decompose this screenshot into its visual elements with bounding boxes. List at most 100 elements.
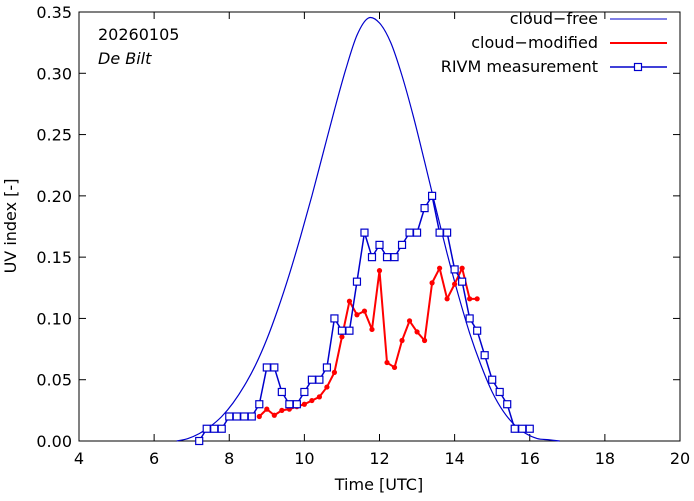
cloud-modified-point (467, 296, 473, 302)
x-tick-label: 18 (595, 449, 615, 468)
cloud-modified-point (406, 318, 413, 324)
cloud-modified-point (384, 359, 390, 366)
rivm-measurement-point (435, 228, 444, 237)
rivm-measurement-point (337, 326, 347, 335)
y-tick-label: 0.20 (36, 187, 72, 206)
station-annotation: De Bilt (98, 49, 152, 68)
cloud-modified-point (264, 406, 270, 412)
rivm-measurement-point (503, 400, 512, 409)
rivm-measurement-point (300, 387, 309, 397)
rivm-measurement-point (270, 363, 279, 372)
cloud-modified-point (354, 312, 360, 318)
cloud-modified-point (376, 268, 383, 274)
series-line-cloud-free (176, 16, 560, 442)
rivm-measurement-point (285, 400, 294, 409)
rivm-measurement-point (202, 424, 211, 433)
y-axis-title: UV index [-] (1, 179, 20, 274)
legend-marker-rivm-measurement (633, 62, 643, 72)
y-tick-label: 0.15 (36, 248, 72, 267)
date-annotation: 20260105 (98, 25, 179, 44)
rivm-measurement-point (367, 253, 377, 262)
cloud-modified-point (331, 369, 338, 375)
rivm-measurement-point (510, 424, 519, 433)
rivm-measurement-point (195, 436, 204, 446)
cloud-modified-point (391, 364, 398, 371)
y-tick-label: 0.00 (36, 432, 72, 451)
x-tick-label: 12 (369, 449, 389, 468)
y-tick-label: 0.10 (36, 309, 72, 328)
legend: cloud−free cloud−modified RIVM measureme… (441, 9, 667, 76)
cloud-modified-point (474, 296, 480, 302)
cloud-modified-point (452, 281, 458, 287)
x-tick-label: 20 (670, 449, 690, 468)
cloud-modified-point (421, 337, 428, 344)
cloud-modified-point (459, 265, 465, 271)
cloud-modified-point (316, 394, 322, 400)
cloud-modified-point (429, 280, 435, 286)
rivm-measurement-point (240, 412, 249, 421)
x-tick-label: 16 (520, 449, 540, 468)
rivm-measurement-point (315, 375, 324, 384)
legend-label-rivm-measurement: RIVM measurement (441, 57, 598, 76)
rivm-measurement-point (390, 253, 399, 262)
rivm-measurement-point (427, 191, 437, 200)
x-tick-label: 8 (224, 449, 234, 468)
rivm-measurement-point (292, 400, 301, 409)
y-tick-label: 0.05 (36, 371, 72, 390)
legend-label-cloud-free: cloud−free (510, 9, 598, 28)
x-tick-label: 14 (444, 449, 464, 468)
rivm-measurement-point (488, 375, 497, 384)
cloud-modified-point (414, 329, 420, 335)
x-axis-title: Time [UTC] (334, 475, 423, 494)
cloud-modified-point (346, 298, 353, 304)
rivm-measurement-point (473, 326, 482, 335)
cloud-modified-point (324, 384, 330, 390)
rivm-measurement-point (495, 387, 504, 397)
rivm-measurement-point (465, 314, 474, 323)
x-tick-label: 4 (74, 449, 84, 468)
rivm-measurement-point (262, 363, 271, 372)
x-tick-label: 6 (149, 449, 159, 468)
cloud-modified-point (301, 401, 307, 407)
cloud-modified-point (437, 265, 443, 271)
rivm-measurement-point (518, 424, 527, 433)
rivm-measurement-point (225, 412, 234, 421)
rivm-measurement-point (375, 240, 384, 249)
cloud-modified-point (271, 412, 277, 418)
rivm-measurement-point (443, 228, 452, 237)
rivm-measurement-point (307, 375, 316, 384)
rivm-measurement-point (217, 424, 226, 433)
rivm-measurement-point (330, 314, 339, 323)
rivm-measurement-point (210, 424, 219, 433)
x-tick-label: 10 (294, 449, 314, 468)
cloud-modified-point (339, 334, 345, 340)
rivm-measurement-point (412, 228, 422, 237)
rivm-measurement-point (450, 265, 459, 274)
cloud-modified-point (361, 308, 368, 314)
y-tick-label: 0.30 (36, 64, 72, 83)
rivm-measurement-point (525, 424, 534, 433)
rivm-measurement-point (345, 326, 354, 335)
rivm-measurement-point (255, 400, 264, 409)
cloud-modified-point (369, 326, 375, 333)
rivm-measurement-point (232, 412, 241, 421)
rivm-measurement-point (322, 363, 332, 372)
rivm-measurement-point (405, 228, 414, 237)
rivm-measurement-point (458, 277, 467, 286)
rivm-measurement-point (277, 387, 286, 397)
rivm-measurement-point (352, 277, 362, 286)
series-layer (176, 16, 560, 446)
y-tick-label: 0.35 (36, 3, 72, 22)
cloud-modified-point (256, 413, 262, 420)
cloud-modified-point (444, 296, 450, 302)
rivm-measurement-point (480, 351, 489, 360)
rivm-measurement-point (397, 240, 407, 249)
rivm-measurement-point (420, 204, 429, 213)
axis-ticks: 4 6 8 10 12 14 16 18 20 0.00 0.05 0.10 0.15 0.20 0.25 0… (36, 3, 690, 468)
legend-label-cloud-modified: cloud−modified (471, 33, 598, 52)
rivm-measurement-point (382, 253, 392, 262)
cloud-modified-point (309, 397, 315, 404)
cloud-modified-point (279, 407, 285, 413)
